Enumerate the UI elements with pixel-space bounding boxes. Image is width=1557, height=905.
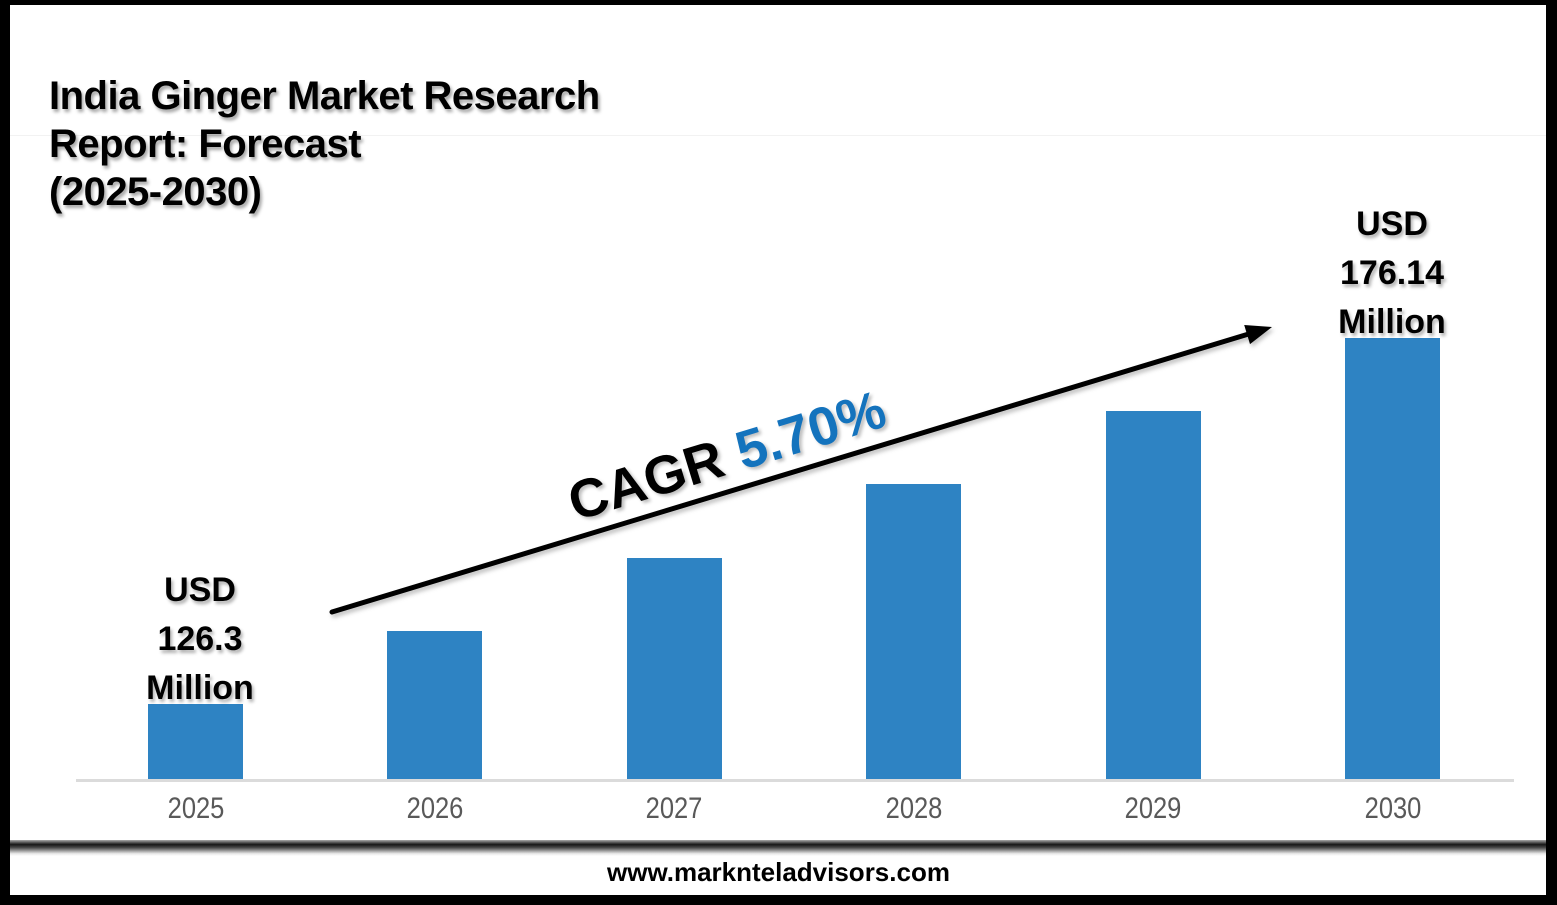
value-label-2025-currency: USD — [164, 571, 236, 609]
value-label-2030: USD 176.14 Million — [1338, 200, 1446, 347]
bar-2027 — [626, 558, 722, 779]
chart-title-line-3: (2025-2030) — [49, 170, 262, 214]
value-label-2025-unit: Million — [146, 669, 254, 707]
bar-2026 — [387, 631, 483, 779]
value-label-2025: USD 126.3 Million — [146, 566, 254, 713]
value-label-2025-amount: 126.3 — [157, 620, 243, 658]
x-tick-label-2028: 2028 — [885, 792, 943, 825]
chart-title-line-2: Report: Forecast — [49, 122, 362, 166]
x-tick-label-2029: 2029 — [1124, 792, 1182, 825]
bar-2025 — [148, 704, 243, 779]
x-tick-label-2027: 2027 — [645, 792, 703, 825]
x-tick-label-2030: 2030 — [1364, 792, 1421, 825]
chart-title-line-1: India Ginger Market Research — [49, 74, 600, 118]
value-label-2030-unit: Million — [1338, 303, 1446, 341]
value-label-2030-currency: USD — [1356, 205, 1428, 243]
x-tick-label-2025: 2025 — [167, 792, 224, 825]
bar-2028 — [866, 484, 962, 779]
chart-title: India Ginger Market Research Report: For… — [49, 72, 600, 216]
website-link[interactable]: www.marknteladvisors.com — [607, 857, 950, 887]
x-tick-label-2026: 2026 — [406, 792, 464, 825]
value-label-2030-amount: 176.14 — [1340, 254, 1444, 292]
footer-black-bar — [0, 895, 1557, 905]
bar-2030 — [1345, 338, 1440, 779]
footer-shadow-band — [10, 840, 1546, 856]
background-divider-line — [10, 135, 1546, 136]
x-axis-line — [76, 779, 1514, 782]
bar-2029 — [1105, 411, 1201, 779]
